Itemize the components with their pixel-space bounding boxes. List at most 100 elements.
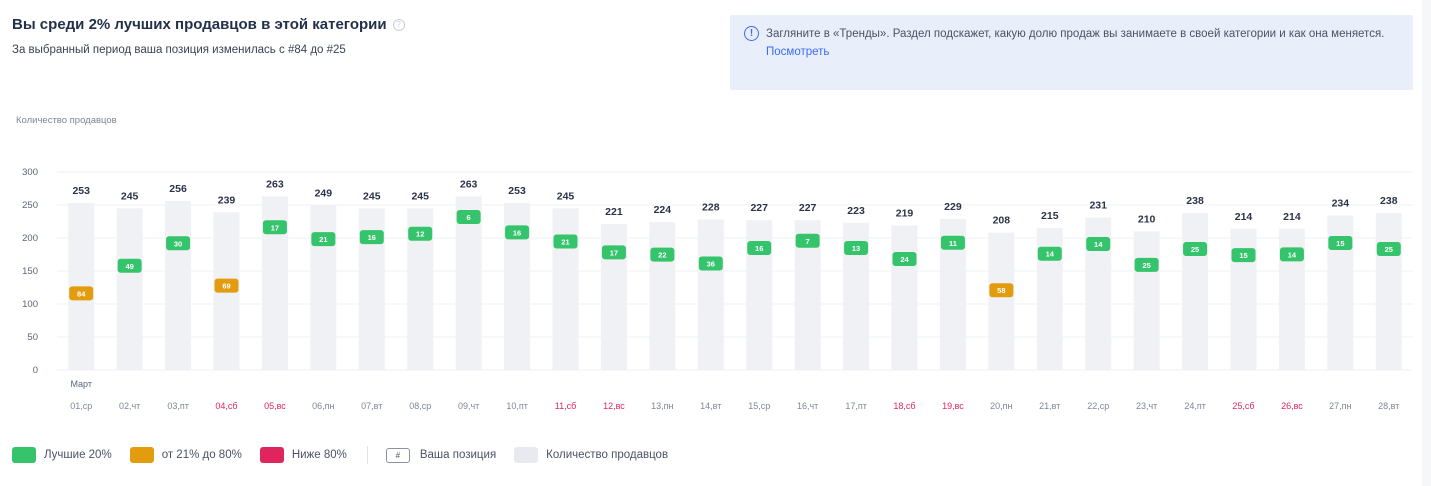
x-tick-label: 16,чт — [797, 401, 818, 411]
position-badge — [262, 220, 287, 235]
sellers-value-label: 228 — [702, 202, 720, 214]
position-badge — [1086, 236, 1111, 251]
position-badge-label: 14 — [1288, 250, 1297, 259]
y-tick-label: 200 — [22, 233, 38, 244]
legend-swatch-mid — [129, 447, 154, 463]
x-tick-label: 10,пт — [506, 401, 528, 411]
page-subtitle: За выбранный период ваша позиция изменил… — [12, 44, 346, 56]
position-badge-label: 17 — [271, 223, 279, 232]
position-badge-label: 17 — [610, 248, 618, 257]
x-tick-label: 12,вс — [603, 401, 625, 411]
x-tick-label: 08,ср — [409, 401, 431, 411]
position-badge — [892, 252, 917, 267]
scrollbar-track[interactable] — [1422, 0, 1431, 486]
position-badge — [311, 232, 336, 247]
legend-swatch-top20 — [12, 447, 36, 463]
sellers-bar — [1375, 212, 1402, 370]
x-tick-label: 28,вт — [1378, 401, 1399, 411]
sellers-bar — [455, 196, 482, 370]
position-badge — [1231, 248, 1256, 263]
help-icon[interactable]: ? — [392, 18, 405, 31]
x-tick-label: 26,вс — [1281, 401, 1303, 411]
tip-link[interactable]: Посмотреть — [766, 46, 830, 58]
sellers-value-label: 221 — [605, 206, 623, 218]
position-badge — [69, 286, 94, 301]
sellers-value-label: 245 — [411, 190, 429, 202]
legend-item-position: # Ваша позиция — [385, 447, 497, 463]
position-badge-label: 16 — [368, 233, 376, 242]
position-badge-label: 15 — [1336, 239, 1344, 248]
x-tick-label: 25,сб — [1232, 401, 1254, 411]
x-tick-label: 19,вс — [942, 401, 964, 411]
position-badge-label: 14 — [1094, 240, 1103, 249]
position-badge — [940, 235, 965, 250]
position-badge — [408, 226, 433, 241]
position-badge — [795, 233, 820, 248]
position-badge-label: 25 — [1191, 245, 1199, 254]
sellers-bar — [697, 219, 724, 370]
position-badge — [166, 236, 191, 251]
position-badge — [1183, 241, 1208, 256]
sellers-value-label: 253 — [72, 185, 90, 197]
tip-text: Загляните в «Тренды». Раздел подскажет, … — [766, 28, 1385, 40]
position-badge — [1279, 247, 1304, 262]
position-badge — [698, 256, 723, 271]
position-badge-label: 11 — [949, 239, 957, 248]
page-title-text: Вы среди 2% лучших продавцов в этой кате… — [12, 16, 387, 33]
position-badge — [844, 241, 869, 256]
x-tick-label: 20,пн — [990, 401, 1012, 411]
x-tick-label: 05,вс — [264, 401, 286, 411]
legend-label-position: Ваша позиция — [419, 449, 497, 461]
position-badge-label: 21 — [561, 238, 569, 247]
legend-item-top20: Лучшие 20% — [12, 447, 112, 463]
x-tick-label: 14,вт — [700, 401, 721, 411]
sellers-value-label: 227 — [799, 202, 817, 214]
y-tick-label: 0 — [33, 365, 38, 376]
position-badge-label: 14 — [1046, 250, 1055, 259]
legend-swatch-low — [259, 447, 284, 463]
position-badge-label: 36 — [707, 260, 715, 269]
position-badge — [989, 283, 1014, 298]
sellers-value-label: 253 — [508, 185, 526, 197]
sellers-value-label: 263 — [460, 178, 478, 190]
y-tick-label: 250 — [22, 200, 38, 211]
position-badge — [456, 210, 481, 225]
sellers-bar — [988, 232, 1015, 370]
sellers-bar — [1182, 212, 1209, 370]
y-axis-label: Количество продавцов — [16, 115, 117, 126]
x-tick-label: 18,сб — [893, 401, 915, 411]
position-badge-label: 7 — [806, 237, 810, 246]
x-tick-label: 03,пт — [167, 401, 189, 411]
y-tick-label: 300 — [22, 167, 38, 178]
position-badge — [359, 230, 384, 245]
sellers-chart: 0 50 100 150 200 250 300 253 84 01,ср 245 49 02,чт 25… — [22, 167, 1413, 411]
position-badge-label: 25 — [1385, 245, 1393, 254]
sellers-bar — [165, 201, 192, 370]
position-badge-label: 49 — [125, 262, 133, 271]
legend-label-low: Ниже 80% — [291, 449, 347, 461]
position-badge — [601, 245, 626, 260]
sellers-value-label: 238 — [1380, 195, 1398, 207]
x-tick-label: 04,сб — [215, 401, 237, 411]
sellers-bar — [310, 205, 337, 370]
x-tick-label: 11,сб — [555, 401, 577, 411]
sellers-value-label: 245 — [121, 190, 139, 202]
legend-item-mid: от 21% до 80% — [129, 447, 242, 463]
legend-swatch-sellers — [514, 447, 539, 463]
x-tick-label: 13,пн — [651, 401, 673, 411]
sellers-value-label: 238 — [1186, 195, 1204, 207]
sellers-value-label: 214 — [1283, 211, 1301, 223]
position-badge-label: 16 — [755, 244, 763, 253]
position-badge-label: 25 — [1142, 261, 1150, 270]
sellers-value-label: 214 — [1235, 211, 1253, 223]
x-tick-label: 21,вт — [1039, 401, 1060, 411]
sellers-bar — [891, 225, 918, 370]
position-badge-label: 12 — [416, 230, 424, 239]
sellers-value-label: 245 — [363, 190, 381, 202]
position-badge — [553, 234, 578, 249]
y-tick-label: 100 — [22, 299, 38, 310]
legend-divider — [366, 446, 368, 464]
x-tick-label: 15,ср — [748, 401, 770, 411]
position-badge-label: 22 — [658, 251, 666, 260]
position-badge — [117, 258, 142, 273]
